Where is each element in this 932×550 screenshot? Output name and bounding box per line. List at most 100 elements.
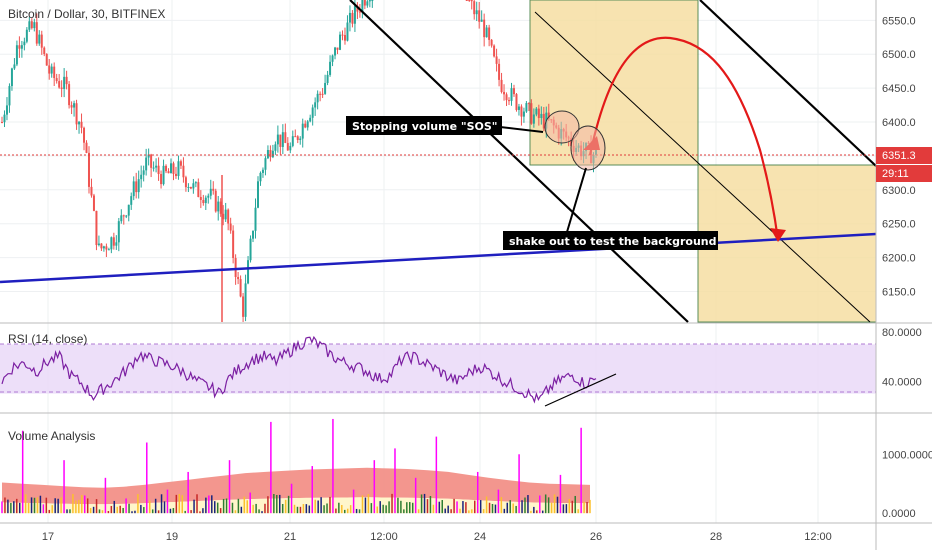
candle-body <box>353 5 356 24</box>
candle-body <box>276 134 279 145</box>
candle-body <box>53 66 56 79</box>
candle-body <box>3 114 6 123</box>
candle-body <box>232 230 235 258</box>
candle-body <box>222 213 225 220</box>
candle-body <box>274 144 277 151</box>
candle-body <box>10 68 13 87</box>
candle-body <box>498 63 501 80</box>
candle-body <box>485 27 488 38</box>
candle-body <box>1 122 3 124</box>
time-tick-label: 26 <box>590 531 602 543</box>
candle-body <box>237 276 240 280</box>
candle-body <box>70 105 73 108</box>
candle-body <box>182 165 185 178</box>
volume-series <box>1 418 591 514</box>
candle-body <box>368 0 371 2</box>
price-tick-label: 6550.0 <box>882 15 916 27</box>
candle-body <box>125 215 128 217</box>
candle-body <box>510 88 513 101</box>
volume-tick-label: 1000.0000 <box>882 449 932 461</box>
channel-lower-line <box>699 0 877 167</box>
candle-body <box>234 257 237 277</box>
candle-body <box>348 12 351 23</box>
candle-body <box>483 19 486 38</box>
candle-body <box>137 179 140 193</box>
projection-arc <box>588 36 780 241</box>
candle-body <box>286 142 289 151</box>
price-pane-title: Bitcoin / Dollar, 30, BITFINEX <box>8 7 165 21</box>
candle-body <box>527 103 530 105</box>
candle-body <box>68 84 71 106</box>
volume-pane-title: Volume Analysis <box>8 429 95 443</box>
sos-pointer <box>499 126 544 133</box>
candle-body <box>102 246 105 249</box>
candle-body <box>207 195 210 198</box>
candle-body <box>117 221 120 243</box>
candle-body <box>517 106 520 110</box>
candle-body <box>55 78 58 82</box>
candle-body <box>177 161 180 177</box>
candle-body <box>199 196 202 201</box>
candle-body <box>294 136 297 138</box>
candle-body <box>92 195 95 211</box>
candle-body <box>296 136 299 140</box>
shakeout-label-box <box>503 231 718 250</box>
rsi-divergence-line <box>544 373 617 407</box>
candle-body <box>480 19 483 22</box>
candle-body <box>219 201 222 214</box>
candle-body <box>95 210 98 246</box>
candle-body <box>150 154 153 168</box>
candle-body <box>8 86 11 106</box>
candle-body <box>63 76 66 89</box>
candle-body <box>266 150 269 159</box>
candle-body <box>314 102 317 108</box>
time-tick-label: 12:00 <box>370 531 398 543</box>
candle-body <box>107 249 110 251</box>
candle-body <box>152 167 155 169</box>
candle-body <box>500 79 503 92</box>
candle-body <box>83 127 86 143</box>
candle-body <box>503 91 506 95</box>
candle-body <box>105 246 108 250</box>
candle-body <box>341 34 344 36</box>
candle-body <box>261 169 264 173</box>
time-tick-label: 21 <box>284 531 296 543</box>
candle-body <box>112 237 115 246</box>
candle-body <box>212 188 215 191</box>
candle-body <box>192 183 195 189</box>
volume-upper-band <box>2 467 590 505</box>
sos-label-box <box>346 116 502 135</box>
candle-body <box>202 200 205 204</box>
price-tick-label: 6400.0 <box>882 117 916 129</box>
time-axis: 17 19 21 12:00 24 26 28 12:00 <box>42 531 832 543</box>
candle-body <box>284 132 287 143</box>
candle-body <box>269 150 272 158</box>
candle-body <box>331 55 334 62</box>
candle-body <box>30 21 33 29</box>
candle-body <box>127 204 130 216</box>
price-tick-label: 6300.0 <box>882 185 916 197</box>
candle-body <box>475 10 478 15</box>
candle-body <box>478 10 481 22</box>
rsi-band <box>0 344 876 394</box>
candle-body <box>170 163 173 174</box>
candle-body <box>256 181 259 208</box>
candle-body <box>371 0 374 1</box>
candle-body <box>351 12 354 24</box>
candle-body <box>145 157 148 171</box>
candle-body <box>217 201 220 212</box>
channel-mid-line <box>534 11 871 323</box>
shakeout-pointer <box>566 167 587 233</box>
candle-body <box>505 94 508 101</box>
candle-body <box>214 190 217 212</box>
candle-body <box>339 34 342 50</box>
candle-body <box>301 123 304 139</box>
time-tick-label: 19 <box>166 531 178 543</box>
candle-body <box>20 45 23 49</box>
candle-body <box>5 105 8 115</box>
candle-body <box>13 64 16 69</box>
candle-body <box>179 161 182 166</box>
candle-body <box>249 238 252 261</box>
candle-body <box>512 88 515 95</box>
candle-body <box>50 66 53 74</box>
